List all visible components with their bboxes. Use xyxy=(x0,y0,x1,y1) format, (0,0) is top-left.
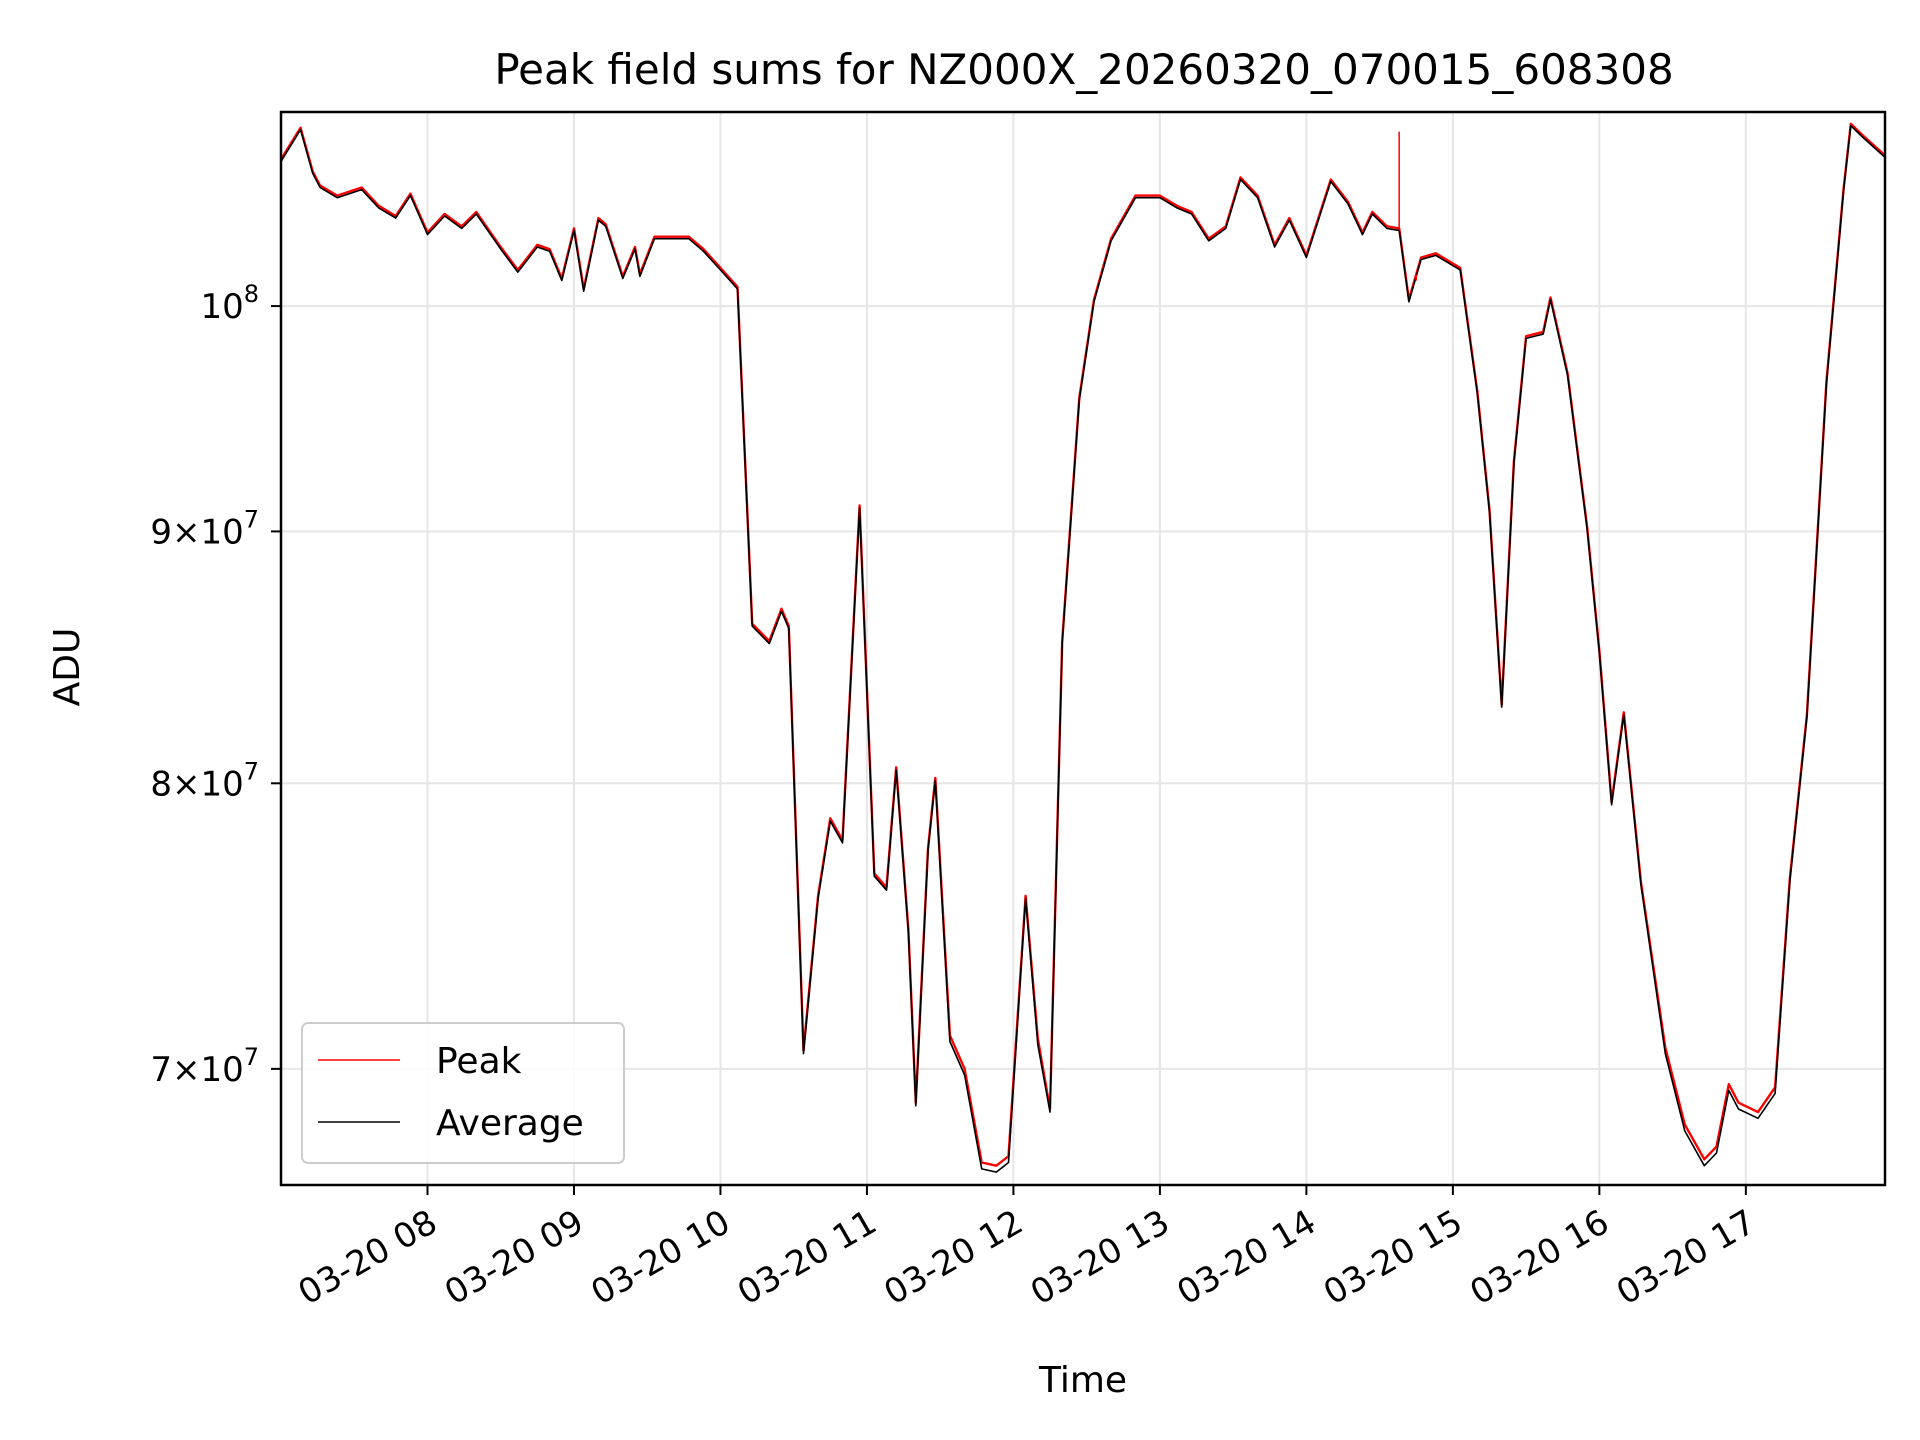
plot-frame xyxy=(279,110,1887,1187)
x-tick-label: 03-20 12 xyxy=(878,1202,1030,1313)
x-tick-label: 03-20 13 xyxy=(1024,1202,1176,1313)
x-tick-label: 03-20 10 xyxy=(585,1202,737,1313)
y-axis-label: ADU xyxy=(47,628,88,707)
plot-lines xyxy=(279,122,1886,1173)
x-tick-label: 03-20 11 xyxy=(731,1202,883,1313)
legend-label-peak: Peak xyxy=(436,1041,522,1082)
x-tick-label: 03-20 15 xyxy=(1317,1202,1469,1313)
x-tick-label: 03-20 14 xyxy=(1170,1202,1322,1313)
legend: Peak Average xyxy=(301,1022,625,1164)
chart-title: Peak field sums for NZ000X_20260320_0700… xyxy=(494,45,1673,94)
y-axis: 7×107 8×107 9×107 108 xyxy=(150,280,281,1090)
y-tick-label: 9×107 xyxy=(150,505,259,552)
series-line-average xyxy=(280,124,1886,1173)
y-tick-label: 7×107 xyxy=(150,1043,259,1090)
x-tick-label: 03-20 17 xyxy=(1610,1202,1762,1313)
x-tick-label: 03-20 16 xyxy=(1463,1202,1615,1313)
x-tick-label: 03-20 08 xyxy=(292,1202,444,1313)
y-tick-label: 8×107 xyxy=(150,757,259,804)
x-tick-label: 03-20 09 xyxy=(438,1202,590,1313)
x-axis-label: Time xyxy=(1038,1360,1127,1401)
y-tick-label: 108 xyxy=(200,280,259,327)
series-line-peak xyxy=(279,122,1886,1167)
legend-box xyxy=(301,1022,625,1164)
legend-label-average: Average xyxy=(436,1103,584,1144)
